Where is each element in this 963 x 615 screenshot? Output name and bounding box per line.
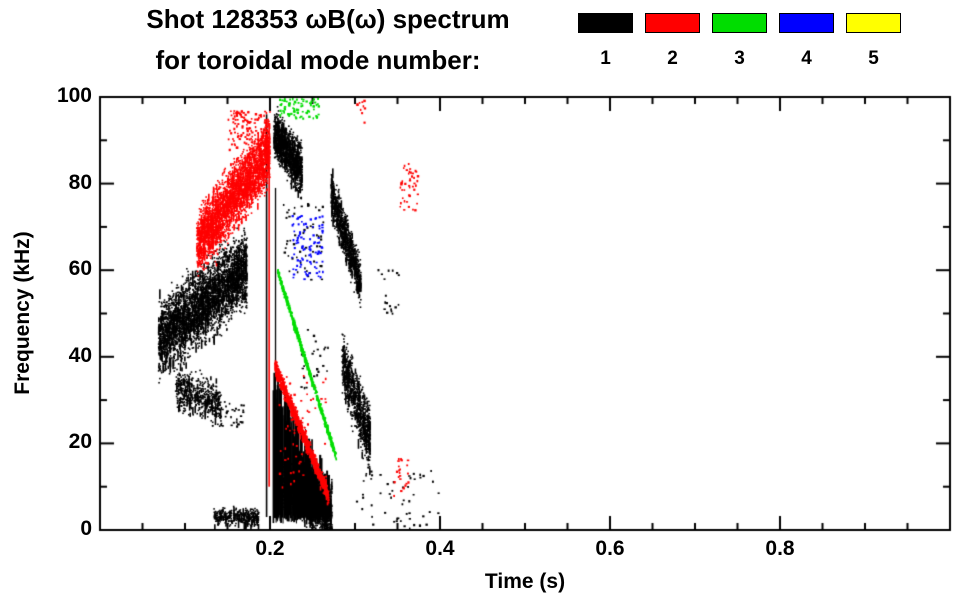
legend-color-box — [779, 13, 834, 33]
figure-title: Shot 128353 ωB(ω) spectrum — [146, 4, 510, 34]
legend-color-box — [645, 13, 700, 33]
legend-color-box — [578, 13, 633, 33]
mode-legend: 1 2 3 4 5 — [578, 13, 901, 70]
figure-subtitle: for toroidal mode number: — [155, 45, 481, 75]
legend-mode-number: 1 — [600, 48, 611, 69]
legend-mode-number: 5 — [868, 48, 879, 69]
y-axis-title: Frequency (kHz) — [11, 231, 34, 395]
legend-mode-number: 4 — [801, 48, 812, 69]
legend-entry: 2 — [645, 13, 700, 70]
legend-entry: 1 — [578, 13, 633, 70]
x-axis-title: Time (s) — [484, 570, 566, 593]
legend-entry: 3 — [712, 13, 767, 70]
legend-color-box — [712, 13, 767, 33]
legend-mode-number: 3 — [734, 48, 745, 69]
legend-mode-number: 2 — [667, 48, 678, 69]
legend-entry: 4 — [779, 13, 834, 70]
legend-entry: 5 — [846, 13, 901, 70]
legend-color-box — [846, 13, 901, 33]
